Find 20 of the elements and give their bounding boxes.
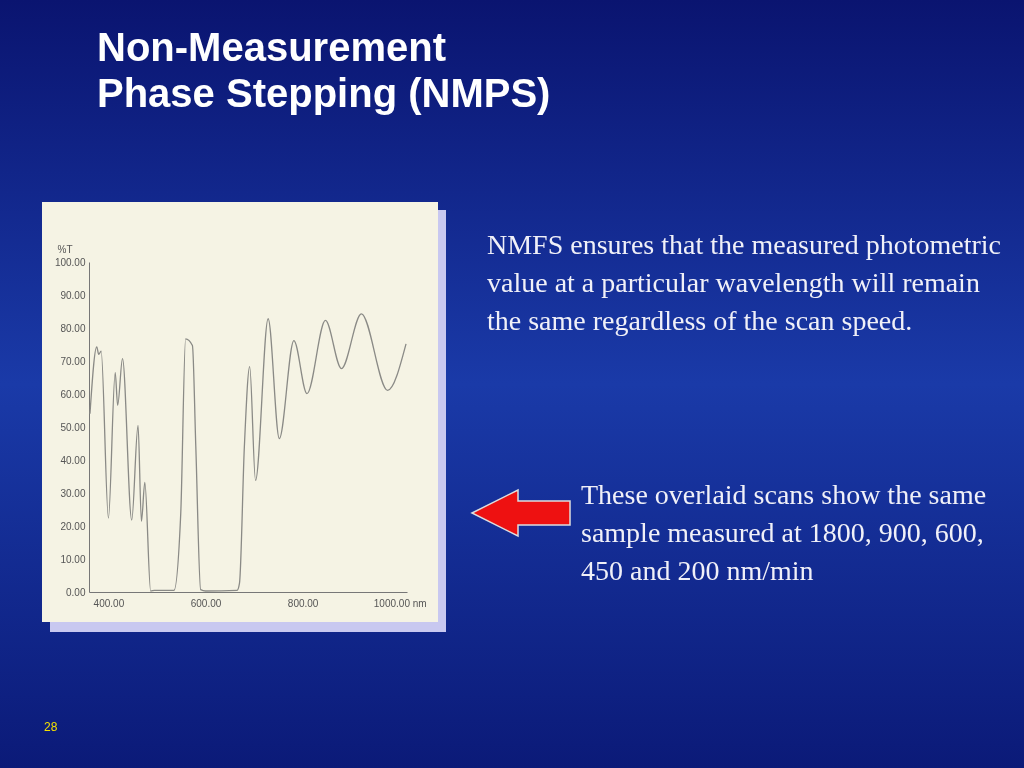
x-tick-label: 600.00 (190, 597, 222, 609)
y-tick-label: 60.00 (60, 388, 86, 400)
x-tick-label: 800.00 (287, 597, 319, 609)
text: 28 (44, 720, 58, 734)
y-axis-title: %T (57, 243, 73, 255)
y-tick-label: 100.00 (54, 256, 86, 268)
y-tick-label: 10.00 (60, 553, 86, 565)
chart-title: Non-Measurement Phase Stepping (NMPS) (97, 24, 551, 116)
y-tick-label: 70.00 (60, 355, 86, 367)
y-tick-label: 20.00 (60, 520, 86, 532)
text: These overlaid scans show the same sample measured at 1800, 900, 600, 450 and 200 nm/min (581, 478, 988, 588)
text: NMFS ensures that the measured photometric value at a particular wavelength will remain the same regardless of the scan speed. (487, 228, 1002, 338)
y-tick-label: 50.00 (60, 421, 86, 433)
x-tick-label: 400.00 (93, 597, 125, 609)
y-tick-label: 80.00 (60, 322, 86, 334)
y-tick-label: 40.00 (60, 454, 86, 466)
x-tick-label: 1000.00 nm (373, 597, 427, 609)
y-tick-label: 90.00 (60, 289, 86, 301)
y-tick-label: 30.00 (60, 487, 86, 499)
y-tick-label: 0.00 (66, 586, 86, 598)
